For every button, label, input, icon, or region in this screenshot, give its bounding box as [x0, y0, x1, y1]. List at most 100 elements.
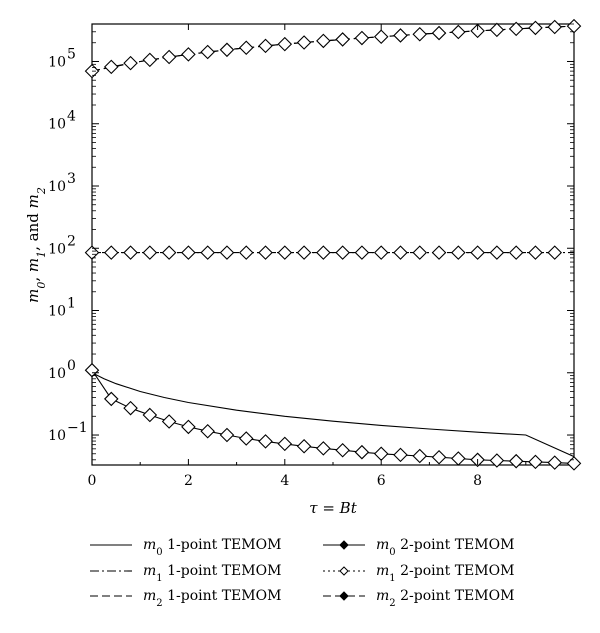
data-point — [393, 447, 408, 463]
data-point — [181, 245, 196, 260]
series-line-3 — [92, 25, 574, 72]
data-point — [393, 245, 408, 260]
data-point — [123, 55, 138, 71]
data-point — [200, 245, 215, 260]
data-point — [547, 245, 562, 260]
series-line-6 — [92, 25, 574, 72]
data-point — [393, 28, 408, 43]
x-tick-label: 2 — [184, 473, 193, 489]
data-point — [451, 451, 466, 466]
legend-label: m1 2-point TEMOM — [376, 563, 514, 584]
y-axis-title: m0, m1, and m2 — [24, 187, 48, 303]
legend-label: m0 2-point TEMOM — [376, 537, 514, 558]
legend-label: m1 1-point TEMOM — [143, 563, 281, 584]
data-point — [219, 42, 235, 58]
y-tick-exponent: −1 — [67, 420, 88, 436]
data-point — [470, 23, 485, 39]
data-point — [277, 245, 293, 260]
data-point — [412, 245, 428, 260]
data-point — [219, 245, 235, 260]
series-1 — [92, 372, 574, 458]
data-point — [566, 18, 582, 34]
data-point — [238, 245, 254, 260]
data-point — [161, 49, 177, 65]
x-axis: 0 2 4 6 8 — [88, 24, 527, 489]
legend-marker — [339, 566, 349, 576]
legend: m0 1-point TEMOM m1 1-point TEMOM m2 1-poi… — [90, 537, 514, 609]
data-point — [451, 245, 466, 260]
legend-item-6: m2 2-point TEMOM — [323, 588, 514, 609]
data-point — [84, 245, 100, 260]
x-tick-label: 0 — [88, 473, 97, 489]
data-point — [412, 448, 428, 464]
data-point — [335, 442, 350, 458]
series-6 — [92, 25, 574, 72]
data-point — [412, 26, 428, 42]
data-point — [296, 245, 312, 260]
y-tick-exponent: 2 — [67, 233, 76, 249]
data-point — [528, 245, 543, 260]
x-tick-label: 8 — [473, 473, 482, 489]
data-point — [566, 456, 582, 471]
data-point — [335, 32, 350, 47]
data-point — [161, 245, 177, 260]
series-line-4 — [92, 369, 574, 464]
data-point — [277, 36, 293, 52]
data-point — [470, 245, 485, 260]
y-tick-label: 10 — [48, 304, 66, 320]
plot-frame — [91, 23, 575, 466]
x-axis-title: τ = Bt — [309, 499, 357, 517]
y-tick-label: 10 — [48, 366, 66, 382]
data-point — [84, 362, 100, 378]
series-3 — [92, 25, 574, 72]
data-point — [528, 20, 543, 36]
data-point — [489, 453, 505, 468]
y-tick-label: 10 — [48, 179, 66, 195]
y-tick-exponent: 1 — [67, 296, 76, 312]
data-point — [296, 35, 312, 50]
legend-label: m0 1-point TEMOM — [143, 537, 281, 558]
data-point — [528, 454, 543, 470]
data-point — [258, 434, 273, 449]
data-point — [258, 245, 273, 260]
data-point — [431, 449, 447, 465]
data-point — [238, 431, 254, 446]
data-point — [258, 38, 273, 54]
series-line-1 — [92, 372, 574, 458]
legend-label: m2 1-point TEMOM — [143, 588, 281, 609]
data-point — [508, 453, 524, 469]
legend-item-2: m1 1-point TEMOM — [90, 563, 281, 584]
data-point — [296, 438, 312, 454]
data-point — [354, 30, 370, 46]
y-tick-exponent: 4 — [67, 109, 76, 125]
data-point — [142, 52, 158, 68]
x-tick-label: 6 — [377, 473, 386, 489]
legend-marker — [339, 540, 349, 550]
data-point — [508, 21, 524, 37]
data-point — [238, 40, 254, 56]
legend-item-4: m0 2-point TEMOM — [323, 537, 514, 558]
data-point — [373, 446, 389, 462]
x-tick-label: 4 — [280, 473, 289, 489]
data-point — [181, 419, 196, 435]
y-tick-label: 10 — [48, 428, 66, 444]
data-point — [123, 400, 138, 416]
data-point — [547, 455, 562, 470]
data-point — [508, 245, 524, 260]
data-point — [123, 245, 138, 260]
data-point — [489, 245, 505, 260]
legend-item-3: m2 1-point TEMOM — [90, 588, 281, 609]
data-point — [200, 423, 215, 439]
series-layer — [84, 18, 582, 471]
legend-item-1: m0 1-point TEMOM — [90, 537, 281, 558]
y-tick-exponent: 3 — [67, 171, 76, 187]
data-point — [316, 245, 331, 260]
y-tick-label: 10 — [48, 117, 66, 133]
data-point — [431, 245, 447, 260]
data-point — [142, 407, 158, 423]
series-4 — [92, 369, 574, 464]
legend-item-5: m1 2-point TEMOM — [323, 563, 514, 584]
data-point — [200, 44, 215, 60]
data-point — [181, 47, 196, 62]
